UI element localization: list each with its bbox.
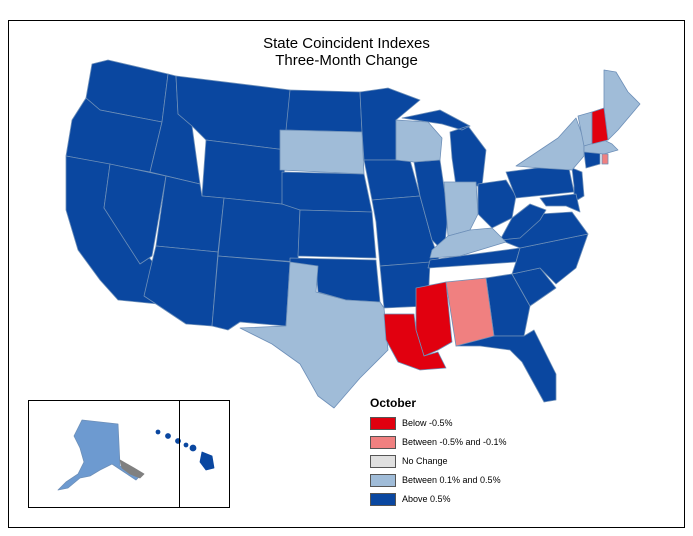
legend-swatch (370, 416, 396, 430)
state-florida (455, 329, 557, 403)
legend-swatch (370, 492, 396, 506)
state-south-dakota (279, 129, 365, 175)
state-arizona (143, 245, 219, 327)
legend: October Below -0.5% Between -0.5% and -0… (370, 396, 507, 509)
state-indiana (443, 181, 479, 237)
inset-box (28, 400, 230, 508)
state-new-jersey (571, 167, 585, 203)
state-maryland-delaware (539, 193, 581, 213)
state-maine (603, 69, 641, 141)
state-nebraska (281, 171, 373, 213)
state-north-dakota (285, 89, 363, 133)
state-wisconsin (395, 119, 443, 163)
state-wyoming (201, 139, 287, 205)
state-hawaii (155, 429, 215, 471)
state-rhode-island (601, 153, 609, 165)
state-alabama (445, 277, 495, 347)
state-kansas (297, 209, 377, 259)
legend-item-between-neg: Between -0.5% and -0.1% (370, 433, 507, 451)
legend-item-no-change: No Change (370, 452, 507, 470)
state-new-york (515, 117, 585, 171)
map-title: State Coincident Indexes (263, 35, 430, 52)
state-mississippi (415, 281, 453, 357)
legend-item-between-pos: Between 0.1% and 0.5% (370, 471, 507, 489)
state-louisiana (383, 313, 447, 371)
alaska-panhandle (119, 459, 145, 479)
state-kentucky (429, 227, 507, 259)
legend-label: Above 0.5% (402, 494, 451, 504)
legend-title: October (370, 396, 417, 410)
legend-swatch (370, 454, 396, 468)
state-texas (239, 261, 389, 409)
state-iowa (363, 159, 421, 201)
map-subtitle: Three-Month Change (275, 52, 418, 69)
legend-label: Between -0.5% and -0.1% (402, 437, 507, 447)
legend-swatch (370, 435, 396, 449)
legend-label: Below -0.5% (402, 418, 453, 428)
state-colorado (217, 197, 301, 263)
legend-swatch (370, 473, 396, 487)
legend-label: No Change (402, 456, 448, 466)
legend-label: Between 0.1% and 0.5% (402, 475, 501, 485)
inset-divider (179, 401, 180, 507)
state-north-carolina (511, 233, 589, 285)
legend-item-below: Below -0.5% (370, 414, 507, 432)
legend-item-above: Above 0.5% (370, 490, 507, 508)
state-new-mexico (211, 255, 291, 331)
state-new-hampshire (591, 107, 609, 145)
